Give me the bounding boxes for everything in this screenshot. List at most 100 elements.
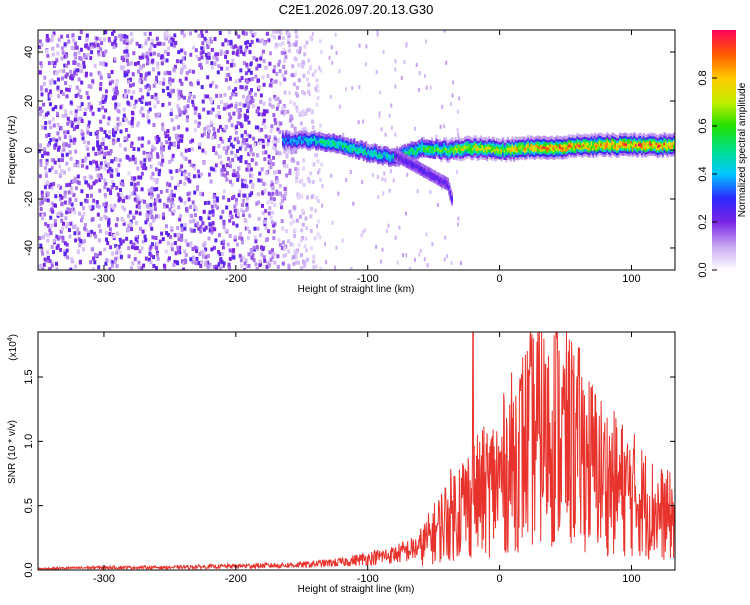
spectrogram-cell xyxy=(131,261,135,266)
spectrogram-cell xyxy=(84,180,88,185)
spectrogram-cell xyxy=(359,145,362,149)
spectrogram-cell xyxy=(260,38,264,43)
spectrogram-cell xyxy=(625,145,628,149)
spectrogram-cell xyxy=(149,164,153,169)
spectrogram-cell xyxy=(590,140,593,144)
spectrogram-cell xyxy=(484,139,487,143)
spectrogram-cell xyxy=(547,156,551,160)
spectrogram-cell xyxy=(124,92,128,97)
spectrogram-cell xyxy=(108,267,112,270)
spectrogram-cell xyxy=(577,136,581,140)
spectrogram-cell xyxy=(54,194,58,199)
spectrogram-cell xyxy=(478,154,481,158)
spectrogram-cell xyxy=(133,105,137,110)
spectrogram-cell xyxy=(521,151,524,155)
spectrogram-cell xyxy=(294,136,297,140)
spectrogram-cell xyxy=(46,238,50,243)
spectrogram-cell xyxy=(525,153,528,157)
spectrogram-cell xyxy=(399,158,402,162)
spectrogram-cell xyxy=(562,156,565,160)
x-tick-label: -100 xyxy=(357,573,379,585)
spectrogram-cell xyxy=(421,147,424,151)
spectrogram-cell xyxy=(189,205,193,209)
spectrogram-cell xyxy=(234,153,238,158)
spectrogram-cell xyxy=(663,139,666,143)
spectrogram-cell xyxy=(250,191,254,196)
spectrogram-cell xyxy=(470,144,473,148)
spectrogram-cell xyxy=(283,59,287,63)
spectrogram-cell xyxy=(155,198,159,202)
spectrogram-cell xyxy=(223,173,227,178)
spectrogram-cell xyxy=(411,167,414,171)
spectrogram-cell xyxy=(570,147,573,151)
spectrogram-cell xyxy=(448,154,451,158)
spectrogram-cell xyxy=(208,262,212,267)
spectrogram-cell xyxy=(468,148,471,152)
spectrogram-cell xyxy=(623,147,626,151)
spectrogram-cell xyxy=(622,133,625,137)
spectrogram-cell xyxy=(376,156,380,160)
spectrogram-cell xyxy=(125,58,129,63)
spectrogram-cell xyxy=(63,54,67,59)
spectrogram-cell xyxy=(210,247,214,252)
spectrogram-cell xyxy=(405,211,407,216)
spectrogram-cell xyxy=(433,173,436,176)
spectrogram-cell xyxy=(608,143,611,147)
spectrogram-cell xyxy=(283,246,287,251)
spectrogram-cell xyxy=(601,134,604,138)
spectrogram-cell xyxy=(449,197,452,201)
spectrogram-cell xyxy=(367,146,370,150)
spectrogram-cell xyxy=(236,140,240,145)
spectrogram-cell xyxy=(457,138,460,142)
spectrogram-cell xyxy=(272,69,276,74)
spectrogram-cell xyxy=(484,147,487,151)
spectrogram-cell xyxy=(464,141,467,145)
spectrogram-cell xyxy=(52,158,56,163)
spectrogram-cell xyxy=(136,166,140,171)
spectrogram-cell xyxy=(579,149,582,153)
spectrogram-cell xyxy=(595,137,598,141)
spectrogram-cell xyxy=(642,150,645,154)
spectrogram-cell xyxy=(299,139,302,144)
spectrogram-cell xyxy=(331,141,334,145)
spectrogram-cell xyxy=(655,136,658,141)
spectrogram-cell xyxy=(436,181,439,185)
spectrogram-cell xyxy=(98,188,102,193)
spectrogram-cell xyxy=(272,139,276,144)
spectrogram-cell xyxy=(516,147,519,151)
spectrogram-cell xyxy=(261,203,264,208)
spectrogram-cell xyxy=(249,147,253,152)
spectrogram-cell xyxy=(130,227,133,232)
spectrogram-cell xyxy=(426,146,429,150)
spectrogram-cell xyxy=(419,143,422,148)
spectrogram-cell xyxy=(433,143,437,147)
spectrogram-cell xyxy=(296,137,299,141)
spectrogram-cell xyxy=(41,216,45,221)
spectrogram-cell xyxy=(451,142,454,146)
spectrogram-cell xyxy=(202,249,206,254)
spectrogram-cell xyxy=(56,236,60,241)
spectrogram-cell xyxy=(416,155,419,159)
spectrogram-cell xyxy=(263,112,266,117)
spectrogram-cell xyxy=(560,148,563,152)
spectrogram-cell xyxy=(658,149,661,153)
spectrogram-cell xyxy=(359,152,362,156)
spectrogram-cell xyxy=(87,230,91,235)
spectrogram-cell xyxy=(634,150,638,154)
spectrogram-cell xyxy=(554,136,557,141)
spectrogram-cell xyxy=(214,163,218,168)
spectrogram-cell xyxy=(533,144,536,148)
spectrogram-cell xyxy=(517,136,520,141)
spectrogram-cell xyxy=(79,30,83,35)
spectrogram-cell xyxy=(456,145,459,149)
spectrogram-cell xyxy=(467,147,470,152)
spectrogram-cell xyxy=(454,137,457,141)
spectrogram-cell xyxy=(122,199,125,203)
spectrogram-cell xyxy=(380,161,383,165)
spectrogram-cell xyxy=(92,198,96,203)
spectrogram-cell xyxy=(440,154,443,158)
spectrogram-cell xyxy=(490,147,494,151)
spectrogram-cell xyxy=(309,35,313,40)
spectrogram-cell xyxy=(506,142,509,146)
spectrogram-cell xyxy=(327,137,331,142)
